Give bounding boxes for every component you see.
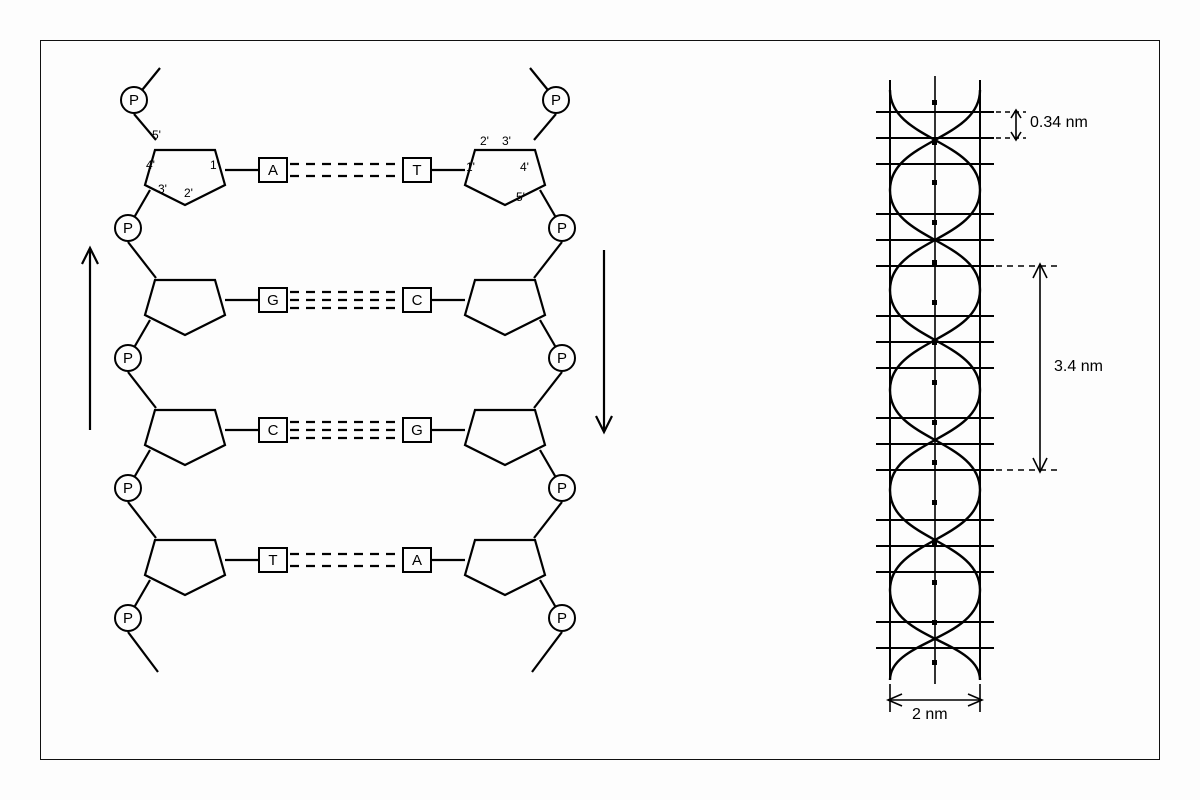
helix-svg xyxy=(0,0,1200,800)
label-diameter: 2 nm xyxy=(912,706,948,724)
diagram-canvas: P P P P P P P P P P A T G C C G T A 5' 4… xyxy=(0,0,1200,800)
label-rise: 0.34 nm xyxy=(1030,114,1088,132)
label-turn: 3.4 nm xyxy=(1054,358,1103,376)
